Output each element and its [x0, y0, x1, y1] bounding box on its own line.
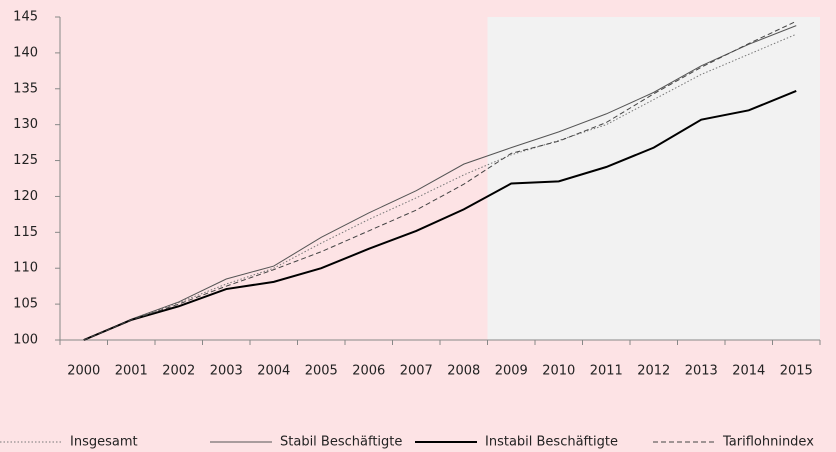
y-tick-label: 115: [13, 225, 38, 240]
legend-label: Insgesamt: [70, 435, 138, 450]
x-tick-label: 2013: [685, 364, 718, 379]
x-tick-label: 2004: [257, 364, 290, 379]
y-tick-label: 140: [13, 45, 38, 60]
y-tick-label: 135: [13, 81, 38, 96]
x-tick-label: 2006: [352, 364, 385, 379]
y-tick-label: 100: [13, 333, 38, 348]
x-tick-label: 2000: [67, 364, 100, 379]
x-tick-label: 2015: [780, 364, 813, 379]
y-tick-label: 130: [13, 117, 38, 132]
series-line: [83, 90, 797, 341]
y-tick-label: 105: [13, 297, 38, 312]
x-tick-label: 2008: [447, 364, 480, 379]
x-tick-label: 2005: [305, 364, 338, 379]
x-tick-label: 2012: [637, 364, 670, 379]
x-tick-label: 2011: [590, 364, 623, 379]
x-tick-label: 2007: [400, 364, 433, 379]
legend-label: Tariflohnindex: [722, 435, 814, 450]
series-line: [83, 20, 797, 341]
x-tick-label: 2002: [162, 364, 195, 379]
y-tick-label: 110: [13, 261, 38, 276]
x-tick-label: 2014: [732, 364, 765, 379]
series-line: [83, 25, 797, 341]
x-tick-label: 2010: [542, 364, 575, 379]
y-tick-label: 125: [13, 153, 38, 168]
x-tick-label: 2009: [495, 364, 528, 379]
y-tick-label: 145: [13, 10, 38, 25]
x-tick-label: 2003: [210, 364, 243, 379]
legend-label: Stabil Beschäftigte: [280, 435, 402, 450]
y-tick-label: 120: [13, 189, 38, 204]
x-tick-label: 2001: [115, 364, 148, 379]
series-line: [83, 33, 797, 341]
shaded-region: [487, 17, 820, 340]
legend-label: Instabil Beschäftigte: [485, 435, 618, 450]
